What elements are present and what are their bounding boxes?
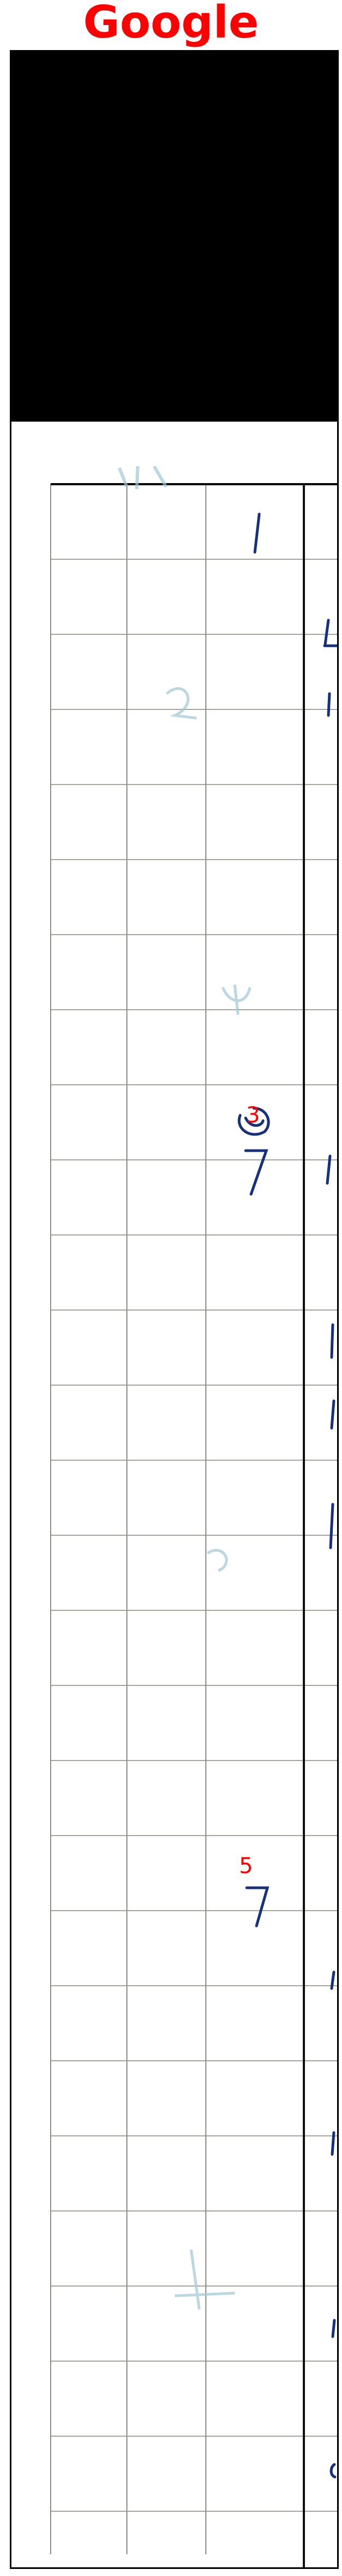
handwritten-mark-13	[331, 2319, 336, 2338]
handwritten-mark-5	[244, 1149, 268, 1196]
handwritten-mark-7	[330, 1323, 334, 1359]
page-title: Google	[83, 0, 259, 48]
handwritten-mark-6	[326, 1154, 332, 1185]
grid-lines	[50, 484, 337, 2554]
annotation-label-5: 5	[239, 1854, 253, 1879]
annotation-label-3: 3	[246, 1103, 260, 1128]
handwritten-mark-10	[245, 1886, 270, 1928]
document-frame: 3 5	[10, 50, 339, 2569]
handwritten-mark-11	[330, 1970, 335, 1990]
handwritten-mark-12	[331, 2131, 335, 2156]
handwritten-mark-3	[327, 692, 331, 717]
redacted-region	[11, 52, 337, 422]
handwriting-marks	[237, 512, 337, 2479]
handwritten-mark-14	[329, 2463, 337, 2479]
scanned-grid-sheet: 3 5	[50, 465, 337, 2567]
handwritten-mark-8	[330, 1399, 335, 1430]
handwritten-mark-9	[329, 1503, 334, 1549]
handwritten-mark-4	[237, 1107, 270, 1136]
handwritten-mark-2	[323, 619, 337, 647]
faded-header-mark	[118, 465, 168, 490]
faded-marks	[166, 687, 252, 2310]
handwritten-mark-1	[253, 512, 261, 554]
